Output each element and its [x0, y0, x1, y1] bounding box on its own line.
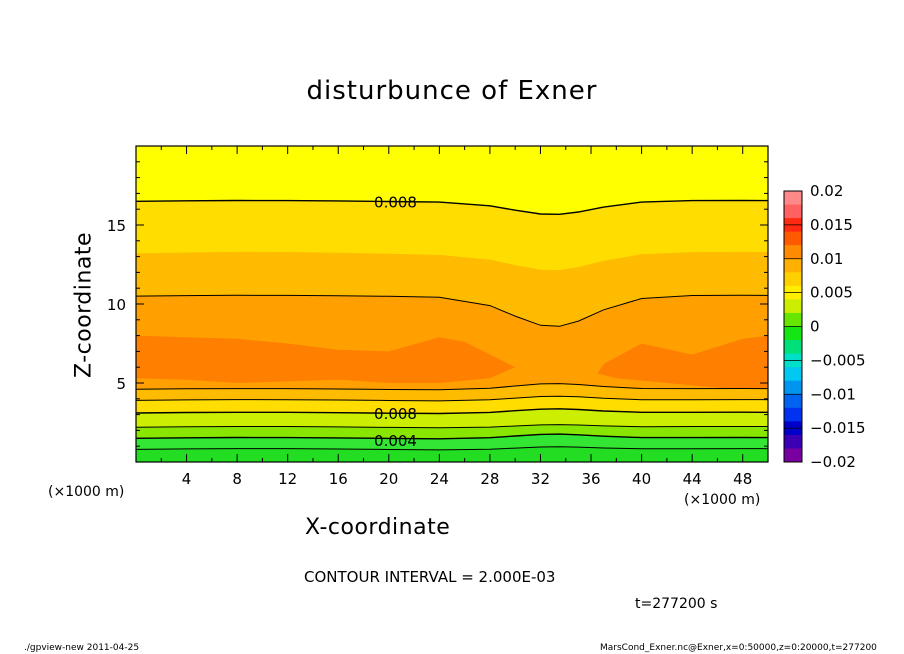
- colorbar-swatch: [784, 272, 802, 287]
- x-tick-label: 8: [232, 470, 242, 488]
- colorbar-swatch: [784, 312, 802, 327]
- band-low4: [136, 446, 768, 462]
- colorbar-swatch: [784, 299, 802, 314]
- x-axis-label: X-coordinate: [305, 515, 451, 540]
- y-axis-label: Z-coordinate: [71, 232, 97, 378]
- contour-label-1: 0.008: [374, 193, 417, 211]
- colorbar-label: −0.015: [810, 419, 866, 437]
- band-max-left: [136, 335, 516, 383]
- footer-source: MarsCond_Exner.nc@Exner,x=0:50000,z=0:20…: [600, 643, 877, 653]
- x-tick-label: 32: [531, 470, 550, 488]
- x-tick-label: 12: [278, 470, 297, 488]
- colorbar-swatch: [784, 367, 802, 382]
- colorbar-swatch: [784, 258, 802, 273]
- colorbar-label: −0.02: [810, 453, 856, 471]
- colorbar-swatch: [784, 191, 802, 206]
- colorbar-label: 0.01: [810, 250, 843, 268]
- x-tick-label: 28: [480, 470, 499, 488]
- x-tick-label: 44: [683, 470, 702, 488]
- colorbar-label: −0.01: [810, 385, 856, 403]
- contour-label-3: 0.004: [374, 432, 417, 450]
- contour-line-1: [136, 199, 768, 216]
- contour-line-5: [136, 408, 768, 415]
- colorbar-swatch: [784, 380, 802, 395]
- colorbar-swatch: [784, 326, 802, 341]
- colorbar-label: 0.005: [810, 284, 853, 302]
- colorbar-label: 0.02: [810, 182, 843, 200]
- colorbar-swatch: [784, 434, 802, 449]
- footer-program: ./gpview-new 2011-04-25: [24, 643, 140, 653]
- contour-line-8: [136, 446, 768, 451]
- colorbar-swatch: [784, 204, 802, 219]
- contour-lines: [136, 199, 768, 451]
- x-tick-label: 40: [632, 470, 651, 488]
- contour-line-6: [136, 424, 768, 429]
- colorbar-swatch: [784, 340, 802, 355]
- colorbar-label: 0: [810, 318, 820, 336]
- contour-line-4: [136, 395, 768, 402]
- x-tick-label: 24: [430, 470, 449, 488]
- colorbar-label: 0.015: [810, 216, 853, 234]
- x-tick-label: 4: [182, 470, 192, 488]
- time-label: t=277200 s: [635, 596, 718, 612]
- x-tick-label: 20: [379, 470, 398, 488]
- contour-line-2: [136, 294, 768, 327]
- x-unit-label-right: (×1000 m): [684, 492, 761, 508]
- colorbar-swatch: [784, 231, 802, 246]
- contour-label-2: 0.008: [374, 405, 417, 423]
- contour-interval-note: CONTOUR INTERVAL = 2.000E-03: [304, 568, 556, 586]
- y-tick-label: 5: [116, 375, 126, 393]
- x-tick-label: 48: [733, 470, 752, 488]
- y-tick-label: 10: [107, 296, 126, 314]
- contour-labels: 0.008 0.008 0.004: [374, 193, 417, 450]
- chart-title: disturbunce of Exner: [306, 76, 598, 106]
- contour-fills: [136, 146, 768, 462]
- contour-line-3: [136, 383, 768, 391]
- x-tick-label: 36: [581, 470, 600, 488]
- contour-line-7: [136, 433, 768, 440]
- colorbar-swatch: [784, 448, 802, 463]
- y-tick-label: 15: [107, 217, 126, 235]
- colorbar-swatch: [784, 394, 802, 409]
- colorbar-label: −0.005: [810, 351, 866, 369]
- band-max-right: [597, 335, 768, 390]
- x-tick-label: 16: [329, 470, 348, 488]
- x-unit-label-left: (×1000 m): [48, 484, 125, 500]
- colorbar-swatch: [784, 407, 802, 422]
- colorbar: 0.02 0.015 0.01 0.005 0 −0.005 −0.01 −0.015 −0.0…: [783, 182, 866, 471]
- colorbar-swatch: [784, 245, 802, 260]
